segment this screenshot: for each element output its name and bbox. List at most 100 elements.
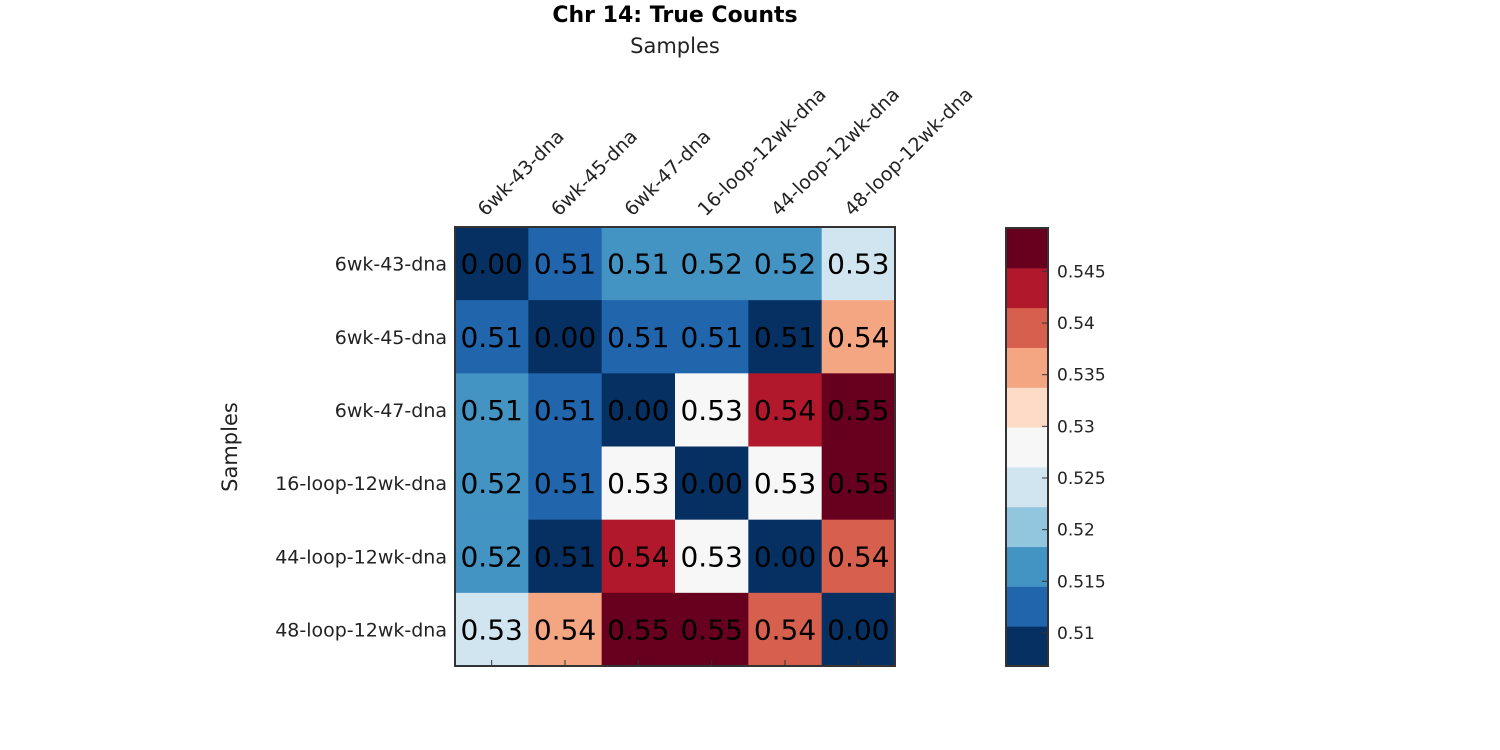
colorbar-segment [1006, 347, 1048, 388]
heatmap-cell [528, 227, 603, 301]
heatmap-cell [455, 592, 529, 667]
heatmap-cell [455, 227, 529, 301]
colorbar-segment [1006, 546, 1048, 587]
cell-value-label: 0.54 [827, 321, 889, 354]
colorbar-segment [1006, 626, 1048, 667]
cell-value-label: 0.51 [754, 321, 816, 354]
cell-value-label: 0.51 [607, 321, 669, 354]
cell-value-label: 0.53 [827, 248, 889, 281]
cell-value-label: 0.54 [607, 540, 669, 573]
x-axis-label: Samples [630, 34, 720, 58]
heatmap-cell [455, 519, 529, 594]
y-tick-label: 44-loop-12wk-dna [275, 546, 447, 568]
heatmap-cell [821, 227, 896, 301]
cell-value-label: 0.55 [680, 613, 742, 646]
cell-value-label: 0.51 [607, 248, 669, 281]
colorbar-tick-label: 0.54 [1057, 314, 1095, 334]
cell-value-label: 0.51 [534, 540, 596, 573]
cell-value-label: 0.52 [680, 248, 742, 281]
cell-value-label: 0.52 [460, 540, 522, 573]
heatmap-cell [821, 373, 896, 447]
cell-value-label: 0.54 [754, 613, 816, 646]
x-tick-label: 16-loop-12wk-dna [694, 83, 831, 220]
heatmap-cell [675, 300, 749, 374]
heatmap-cell [455, 300, 529, 374]
cell-value-label: 0.54 [534, 613, 596, 646]
colorbar-tick-label: 0.525 [1057, 469, 1106, 489]
cell-value-label: 0.53 [680, 394, 742, 427]
cell-value-label: 0.52 [460, 467, 522, 500]
cell-value-label: 0.51 [680, 321, 742, 354]
heatmap-cell [748, 446, 823, 521]
heatmap-cell [675, 446, 749, 521]
cell-value-label: 0.55 [607, 613, 669, 646]
heatmap-cell [528, 373, 603, 447]
colorbar-tick-label: 0.515 [1057, 572, 1106, 592]
plot-frame [454, 226, 896, 667]
y-axis-label: Samples [218, 402, 242, 492]
heatmap-cell [528, 300, 603, 374]
heatmap-cell [601, 446, 676, 521]
heatmap-cell [528, 446, 603, 521]
x-tick-label: 44-loop-12wk-dna [767, 83, 904, 220]
heatmap-cell [748, 227, 823, 301]
colorbar: 0.51 0.515 0.52 0.525 0.53 0.535 0.54 0.545 [1005, 227, 1106, 667]
heatmap-cell [601, 300, 676, 374]
heatmap-cell [675, 519, 749, 594]
heatmap-cell [821, 592, 896, 667]
heatmap-cell [601, 227, 676, 301]
colorbar-segment [1006, 307, 1048, 348]
heatmap-cell [748, 373, 823, 447]
heatmap-cell [748, 519, 823, 594]
y-tick-label: 16-loop-12wk-dna [275, 473, 447, 495]
cell-value-label: 0.51 [460, 394, 522, 427]
y-tick-label: 6wk-43-dna [335, 254, 447, 276]
cell-value-label: 0.52 [754, 248, 816, 281]
cell-value-label: 0.51 [534, 394, 596, 427]
heatmap-cells [455, 227, 896, 667]
heatmap-cell [601, 373, 676, 447]
heatmap-cell [748, 592, 823, 667]
colorbar-tick-label: 0.51 [1057, 624, 1095, 644]
cell-value-label: 0.53 [607, 467, 669, 500]
colorbar-tick-label: 0.53 [1057, 417, 1095, 437]
colorbar-tick-label: 0.52 [1057, 521, 1095, 541]
heatmap-cell-labels: 0.00 0.51 0.51 0.52 0.52 0.53 0.51 0.00 0.51 0.51… [460, 248, 889, 647]
heatmap-cell [528, 592, 603, 667]
colorbar-segment [1006, 267, 1048, 309]
cell-value-label: 0.53 [680, 540, 742, 573]
y-tick-label: 6wk-47-dna [335, 400, 447, 422]
cell-value-label: 0.53 [460, 613, 522, 646]
colorbar-segment [1006, 228, 1048, 269]
cell-value-label: 0.54 [827, 540, 889, 573]
colorbar-frame [1005, 227, 1049, 667]
cell-value-label: 0.00 [827, 613, 889, 646]
y-tick-label: 48-loop-12wk-dna [275, 619, 447, 641]
cell-value-label: 0.00 [607, 394, 669, 427]
y-tick-labels: 6wk-43-dna 6wk-45-dna 6wk-47-dna 16-loop-12… [275, 254, 447, 642]
cell-value-label: 0.51 [460, 321, 522, 354]
cell-value-label: 0.51 [534, 467, 596, 500]
heatmap-cell [821, 300, 896, 374]
cell-value-label: 0.53 [754, 467, 816, 500]
cell-value-label: 0.00 [460, 248, 522, 281]
colorbar-segment [1006, 427, 1048, 468]
heatmap-cell [675, 373, 749, 447]
cell-value-label: 0.55 [827, 467, 889, 500]
colorbar-tick-label: 0.535 [1057, 366, 1106, 386]
cell-value-label: 0.00 [534, 321, 596, 354]
cell-value-label: 0.55 [827, 394, 889, 427]
heatmap-cell [675, 227, 749, 301]
heatmap-cell [601, 519, 676, 594]
chart-title: Chr 14: True Counts [552, 3, 797, 28]
heatmap-cell [821, 446, 896, 521]
colorbar-tick-label: 0.545 [1057, 262, 1106, 282]
colorbar-segment [1006, 506, 1048, 548]
heatmap-cell [748, 300, 823, 374]
cell-value-label: 0.00 [680, 467, 742, 500]
cell-value-label: 0.54 [754, 394, 816, 427]
heatmap-cell [455, 373, 529, 447]
heatmap-cell [675, 592, 749, 667]
cell-value-label: 0.00 [754, 540, 816, 573]
